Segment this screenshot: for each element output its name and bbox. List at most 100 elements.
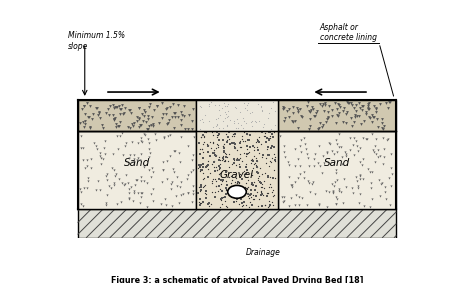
Point (87, 104, 94, 109)
Point (379, 161, 386, 166)
Point (335, 103, 342, 108)
Point (146, 168, 153, 172)
Point (121, 106, 128, 110)
Point (363, 112, 370, 117)
Point (302, 147, 310, 151)
Point (333, 141, 341, 146)
Point (198, 132, 206, 137)
Point (315, 201, 323, 206)
Point (365, 101, 372, 106)
Point (176, 159, 183, 164)
Point (328, 108, 336, 112)
Point (239, 203, 246, 208)
Point (311, 113, 319, 118)
Point (197, 104, 204, 108)
Point (219, 153, 227, 158)
Point (215, 145, 222, 149)
Point (237, 119, 245, 124)
Point (202, 102, 210, 106)
Point (110, 117, 118, 121)
Point (177, 179, 184, 184)
Point (355, 183, 362, 188)
Point (210, 159, 218, 164)
Point (196, 188, 203, 192)
Point (270, 102, 277, 107)
Point (214, 116, 222, 121)
Point (239, 110, 247, 115)
Point (271, 155, 278, 159)
Point (386, 100, 394, 104)
Point (247, 119, 255, 124)
Point (325, 104, 332, 108)
Point (257, 181, 265, 186)
Point (126, 186, 133, 191)
Point (223, 140, 231, 144)
Point (221, 151, 229, 156)
Point (376, 194, 383, 199)
Point (222, 204, 229, 208)
Point (152, 138, 160, 142)
Point (257, 185, 265, 189)
Point (221, 104, 229, 108)
Point (232, 120, 239, 125)
Point (104, 107, 111, 112)
Point (364, 104, 372, 108)
Point (126, 191, 133, 196)
Point (235, 158, 243, 163)
Point (159, 168, 166, 172)
Point (242, 171, 250, 176)
Point (250, 122, 258, 127)
Point (250, 180, 258, 185)
Point (239, 116, 246, 120)
Point (228, 109, 235, 113)
Point (319, 123, 327, 127)
Point (210, 109, 218, 114)
Point (296, 143, 304, 148)
Point (266, 159, 274, 163)
Point (140, 132, 147, 137)
Point (227, 114, 234, 119)
Point (147, 123, 155, 128)
Point (80, 204, 87, 208)
Point (217, 113, 224, 118)
Point (109, 151, 117, 156)
Point (233, 157, 240, 162)
Point (197, 203, 204, 207)
Point (243, 187, 251, 191)
Point (219, 144, 227, 149)
Point (201, 109, 209, 114)
Point (280, 199, 288, 203)
Point (207, 100, 215, 105)
Point (265, 110, 273, 115)
Point (190, 183, 197, 188)
Point (233, 181, 241, 186)
Point (266, 175, 273, 180)
Point (256, 102, 264, 106)
Point (376, 154, 384, 159)
Point (223, 116, 231, 120)
Point (319, 125, 326, 130)
Point (244, 185, 252, 189)
Point (282, 155, 289, 159)
Point (258, 109, 265, 113)
Point (173, 184, 181, 189)
Point (106, 104, 114, 108)
Point (315, 202, 323, 207)
Point (374, 147, 382, 152)
Point (333, 150, 341, 155)
Point (381, 124, 388, 128)
Point (236, 185, 243, 189)
Point (264, 116, 272, 121)
Point (238, 127, 246, 131)
Point (285, 163, 293, 167)
Point (152, 132, 159, 136)
Point (252, 119, 259, 123)
Point (167, 187, 174, 192)
Point (220, 149, 228, 154)
Point (175, 151, 183, 155)
Point (322, 120, 330, 124)
Point (111, 104, 118, 109)
Point (378, 121, 386, 125)
Point (247, 124, 255, 129)
Point (197, 183, 204, 187)
